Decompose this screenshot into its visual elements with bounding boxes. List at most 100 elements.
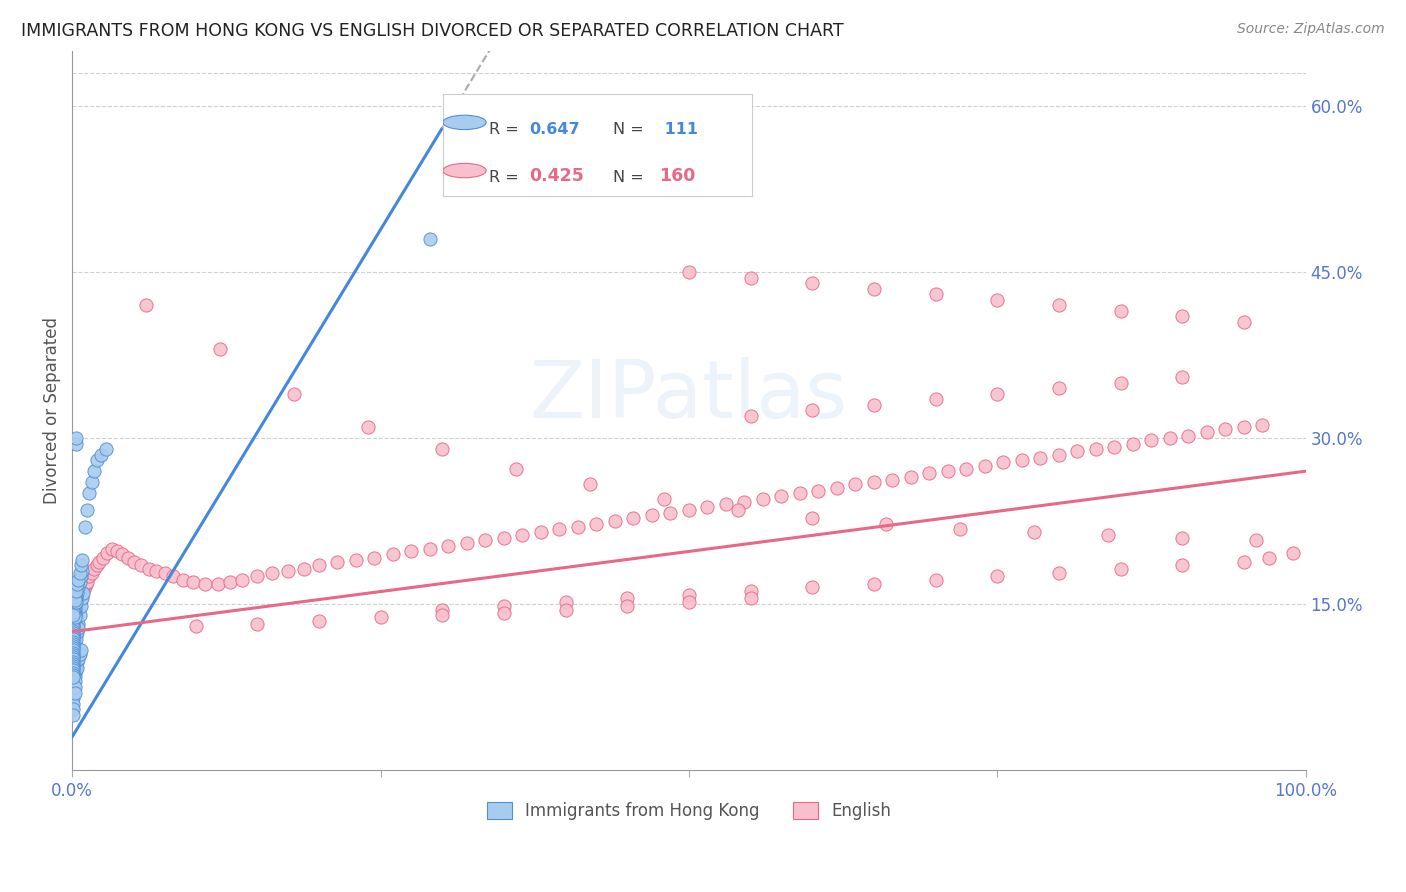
Point bbox=[62, 641, 84, 656]
Point bbox=[62, 619, 84, 633]
Text: 160: 160 bbox=[659, 167, 696, 185]
Point bbox=[65, 657, 87, 672]
Point bbox=[924, 573, 946, 587]
Point bbox=[67, 601, 90, 615]
Point bbox=[62, 647, 84, 661]
Point bbox=[949, 522, 972, 536]
Point bbox=[62, 605, 84, 619]
Point bbox=[62, 657, 84, 671]
Point bbox=[65, 628, 87, 642]
Point bbox=[65, 436, 87, 450]
Point bbox=[993, 455, 1015, 469]
Point bbox=[65, 621, 87, 635]
Point bbox=[96, 546, 118, 560]
Point bbox=[924, 287, 946, 301]
Point bbox=[492, 599, 515, 614]
Point bbox=[1177, 429, 1199, 443]
Point bbox=[727, 503, 749, 517]
Point bbox=[86, 558, 108, 573]
Point bbox=[585, 517, 607, 532]
Point bbox=[875, 517, 897, 532]
Point bbox=[62, 602, 84, 616]
Point bbox=[65, 588, 87, 602]
Point bbox=[62, 608, 84, 623]
Point bbox=[65, 591, 87, 606]
Point bbox=[67, 621, 90, 635]
Point bbox=[807, 484, 830, 499]
Point bbox=[62, 610, 84, 624]
Point bbox=[63, 588, 86, 602]
Point bbox=[62, 621, 84, 635]
Point bbox=[733, 495, 755, 509]
Point bbox=[283, 386, 305, 401]
Point bbox=[918, 467, 941, 481]
Point bbox=[579, 477, 602, 491]
Point bbox=[89, 555, 111, 569]
Point bbox=[863, 398, 886, 412]
Point bbox=[63, 636, 86, 650]
Point bbox=[62, 630, 84, 644]
Point bbox=[69, 574, 91, 589]
Point bbox=[696, 500, 718, 514]
Point bbox=[66, 599, 89, 614]
Point bbox=[135, 298, 157, 312]
Point bbox=[66, 661, 89, 675]
Point bbox=[209, 343, 232, 357]
Point bbox=[1109, 303, 1132, 318]
Point bbox=[1024, 524, 1046, 539]
Point bbox=[62, 697, 84, 711]
Point bbox=[789, 486, 811, 500]
Point bbox=[63, 669, 86, 683]
Point bbox=[145, 564, 167, 578]
Point bbox=[1171, 558, 1194, 573]
Point bbox=[94, 442, 117, 456]
Text: R =: R = bbox=[489, 170, 524, 185]
Point bbox=[1066, 444, 1088, 458]
Point bbox=[62, 655, 84, 669]
Point bbox=[936, 464, 959, 478]
Point bbox=[1171, 370, 1194, 384]
Point bbox=[76, 574, 98, 589]
Text: 111: 111 bbox=[659, 121, 699, 136]
Point bbox=[66, 586, 89, 600]
Point bbox=[973, 458, 995, 473]
Point bbox=[381, 547, 404, 561]
Point bbox=[62, 602, 84, 616]
Text: 0.647: 0.647 bbox=[530, 121, 581, 136]
Point bbox=[66, 577, 89, 591]
Point bbox=[825, 481, 848, 495]
Point bbox=[714, 497, 737, 511]
Point bbox=[740, 591, 762, 606]
Text: N =: N = bbox=[613, 170, 650, 185]
Point bbox=[505, 462, 527, 476]
Point bbox=[117, 550, 139, 565]
Point bbox=[63, 606, 86, 620]
Point bbox=[863, 577, 886, 591]
Point bbox=[492, 606, 515, 620]
Point bbox=[62, 624, 84, 639]
Point bbox=[863, 475, 886, 490]
Point bbox=[1159, 431, 1181, 445]
Point bbox=[80, 475, 103, 490]
Point bbox=[91, 550, 114, 565]
Point bbox=[70, 599, 93, 614]
Point bbox=[344, 553, 367, 567]
Point bbox=[370, 610, 392, 624]
Point bbox=[207, 577, 229, 591]
Point bbox=[1233, 420, 1256, 434]
Point bbox=[1233, 555, 1256, 569]
Point bbox=[554, 595, 576, 609]
Point bbox=[641, 508, 664, 523]
Point bbox=[63, 610, 86, 624]
Point bbox=[900, 469, 922, 483]
Legend: Immigrants from Hong Kong, English: Immigrants from Hong Kong, English bbox=[479, 795, 897, 826]
Point bbox=[62, 685, 84, 699]
Point bbox=[616, 599, 638, 614]
Point bbox=[986, 569, 1008, 583]
Point bbox=[863, 282, 886, 296]
Point bbox=[62, 680, 84, 694]
Point bbox=[432, 602, 454, 616]
Point bbox=[62, 639, 84, 653]
Point bbox=[1282, 546, 1305, 560]
Point bbox=[492, 531, 515, 545]
